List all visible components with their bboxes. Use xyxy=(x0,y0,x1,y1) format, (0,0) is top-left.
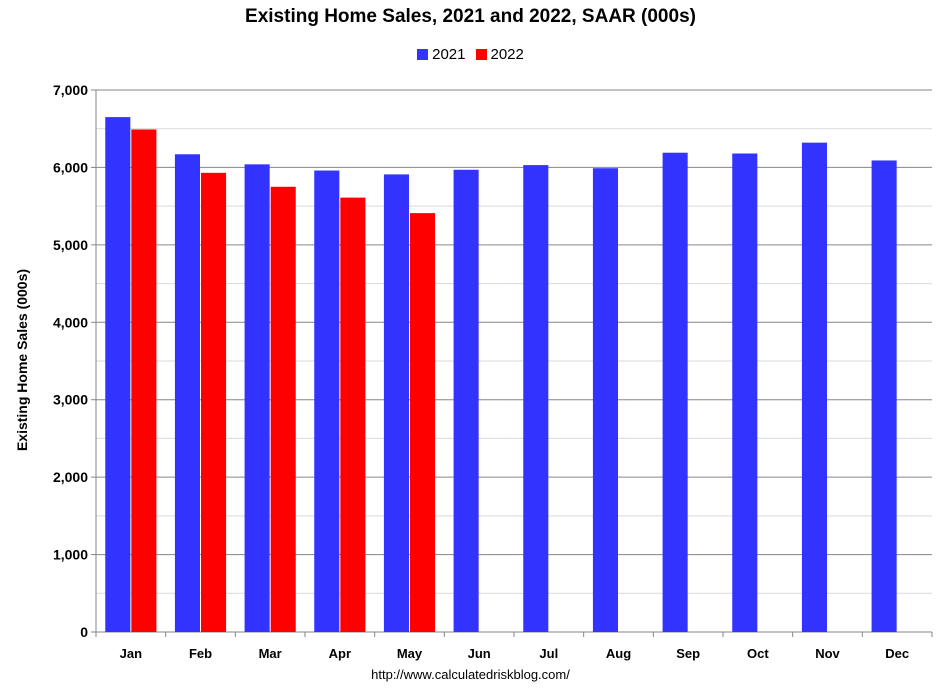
y-tick-label: 4,000 xyxy=(53,314,88,330)
bar-2021-apr xyxy=(314,170,340,633)
bar-2021-jan xyxy=(105,117,131,633)
bar-2021-dec xyxy=(871,160,897,632)
y-tick-label: 5,000 xyxy=(53,237,88,253)
y-tick-label: 1,000 xyxy=(53,547,88,563)
bar-2022-jan xyxy=(131,129,157,632)
legend-swatch-2021 xyxy=(417,49,429,60)
x-tick-label: Jun xyxy=(468,646,491,661)
x-tick-label: Jul xyxy=(539,646,558,661)
legend-label-2021: 2021 xyxy=(432,46,466,63)
bar-2021-sep xyxy=(662,152,688,632)
x-tick-label: Jan xyxy=(120,646,142,661)
bar-2022-feb xyxy=(201,172,227,632)
bar-2021-jul xyxy=(523,165,549,632)
legend: 2021 2022 xyxy=(0,46,941,63)
bar-2021-may xyxy=(383,174,409,632)
bar-2021-mar xyxy=(244,164,270,632)
x-tick-label: Dec xyxy=(885,646,909,661)
legend-swatch-2022 xyxy=(475,49,487,60)
x-tick-label: May xyxy=(397,646,423,661)
chart-title: Existing Home Sales, 2021 and 2022, SAAR… xyxy=(245,6,696,27)
x-tick-label: Apr xyxy=(329,646,351,661)
x-tick-label: Oct xyxy=(747,646,769,661)
x-tick-label: Nov xyxy=(815,646,840,661)
bar-2021-feb xyxy=(174,154,200,632)
x-tick-label: Feb xyxy=(189,646,212,661)
y-tick-label: 7,000 xyxy=(53,82,88,98)
x-tick-label: Mar xyxy=(259,646,282,661)
bar-2021-oct xyxy=(732,153,758,632)
x-tick-label: Aug xyxy=(606,646,631,661)
y-tick-label: 6,000 xyxy=(53,159,88,175)
y-tick-label: 3,000 xyxy=(53,392,88,408)
bar-2022-may xyxy=(410,213,436,632)
y-tick-label: 2,000 xyxy=(53,469,88,485)
bar-2022-apr xyxy=(340,197,366,632)
legend-item-2021: 2021 xyxy=(417,46,466,63)
y-tick-label: 0 xyxy=(80,624,88,640)
bar-2022-mar xyxy=(270,186,296,633)
bar-2021-nov xyxy=(801,142,827,632)
bar-2021-aug xyxy=(592,168,618,632)
source-url: http://www.calculatedriskblog.com/ xyxy=(371,667,570,682)
legend-item-2022: 2022 xyxy=(475,46,524,63)
legend-label-2022: 2022 xyxy=(490,46,524,63)
bar-2021-jun xyxy=(453,169,479,632)
x-tick-label: Sep xyxy=(676,646,700,661)
